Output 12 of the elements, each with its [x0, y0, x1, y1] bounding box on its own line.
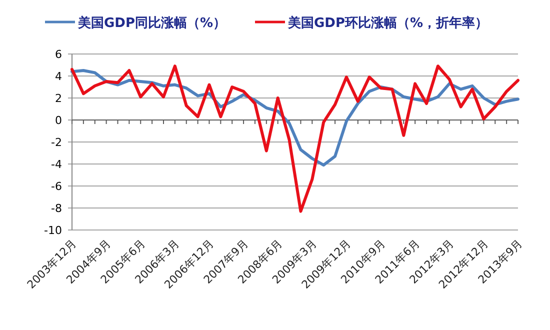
y-tick-label: -4	[51, 158, 62, 171]
y-tick-label: -2	[51, 136, 62, 149]
legend-label: 美国GDP同比涨幅（%）	[77, 15, 226, 31]
y-tick-label: 0	[55, 114, 62, 127]
y-tick-label: -10	[44, 224, 62, 237]
y-tick-label: 4	[55, 70, 62, 83]
y-tick-label: 6	[55, 48, 62, 61]
y-tick-label: -8	[51, 202, 62, 215]
y-tick-label: 2	[55, 92, 62, 105]
line-series	[70, 64, 520, 213]
legend-label: 美国GDP环比涨幅（%，折年率）	[287, 15, 488, 31]
y-tick-label: -6	[51, 180, 62, 193]
